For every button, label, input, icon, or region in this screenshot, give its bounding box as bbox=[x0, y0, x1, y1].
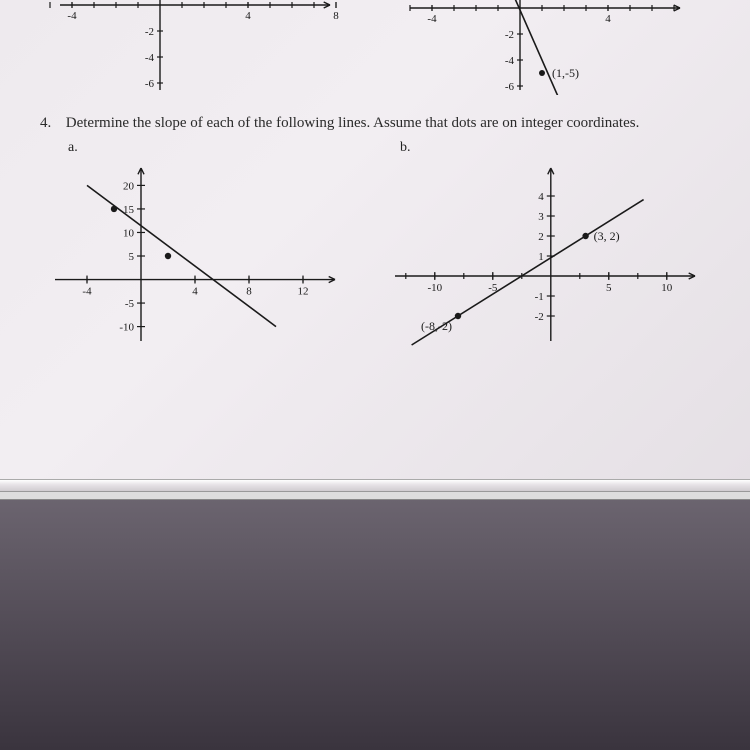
top-graph-left: -448x-2-4-6 bbox=[40, 0, 360, 95]
svg-text:-4: -4 bbox=[145, 52, 155, 64]
question-text: Determine the slope of each of the follo… bbox=[66, 115, 640, 131]
svg-text:-4: -4 bbox=[82, 286, 92, 298]
top-graph-right: -448x-2-4-6(1,-5) bbox=[390, 0, 710, 95]
svg-text:-4: -4 bbox=[67, 10, 77, 22]
page-edge bbox=[0, 480, 750, 492]
svg-text:-1: -1 bbox=[535, 291, 544, 303]
svg-text:8: 8 bbox=[333, 10, 339, 22]
svg-text:-5: -5 bbox=[125, 298, 135, 310]
svg-text:4: 4 bbox=[538, 191, 544, 203]
worksheet-page: -448x-2-4-6 -448x-2-4-6(1,-5) 4. Determi… bbox=[0, 0, 750, 480]
svg-text:-2: -2 bbox=[535, 311, 544, 323]
svg-text:10: 10 bbox=[661, 282, 673, 294]
graph-4a: -448122015105-5-10 bbox=[40, 156, 350, 356]
sub-label-b: b. bbox=[400, 140, 710, 156]
svg-text:4: 4 bbox=[245, 10, 251, 22]
svg-text:-6: -6 bbox=[505, 81, 515, 93]
svg-text:-2: -2 bbox=[505, 29, 514, 41]
svg-text:5: 5 bbox=[606, 282, 612, 294]
page-stack-edge bbox=[0, 492, 750, 500]
svg-text:(-8,-2): (-8,-2) bbox=[421, 319, 452, 333]
svg-text:3: 3 bbox=[538, 211, 544, 223]
svg-text:12: 12 bbox=[298, 286, 309, 298]
question-number: 4. bbox=[40, 113, 62, 134]
svg-text:-4: -4 bbox=[427, 13, 437, 25]
svg-text:20: 20 bbox=[123, 180, 135, 192]
svg-text:4: 4 bbox=[605, 13, 611, 25]
graph-4b-container: b. -10-55104321-1-2(-8,-2)(3, 2) bbox=[380, 140, 710, 356]
sub-label-a: a. bbox=[68, 140, 350, 156]
svg-text:(1,-5): (1,-5) bbox=[552, 66, 579, 80]
svg-text:10: 10 bbox=[123, 227, 135, 239]
svg-text:-10: -10 bbox=[119, 322, 134, 334]
graph-4b: -10-55104321-1-2(-8,-2)(3, 2) bbox=[380, 156, 710, 356]
svg-text:4: 4 bbox=[192, 286, 198, 298]
svg-text:-10: -10 bbox=[427, 282, 442, 294]
svg-text:1: 1 bbox=[538, 251, 544, 263]
svg-text:8: 8 bbox=[246, 286, 252, 298]
svg-text:-6: -6 bbox=[145, 78, 155, 90]
desk-surface bbox=[0, 500, 750, 750]
svg-text:(3, 2): (3, 2) bbox=[594, 229, 620, 243]
svg-text:5: 5 bbox=[129, 251, 135, 263]
svg-text:-4: -4 bbox=[505, 55, 515, 67]
svg-text:-2: -2 bbox=[145, 26, 154, 38]
svg-text:2: 2 bbox=[538, 231, 544, 243]
question-4: 4. Determine the slope of each of the fo… bbox=[40, 113, 710, 134]
graph-4a-container: a. -448122015105-5-10 bbox=[40, 140, 350, 356]
